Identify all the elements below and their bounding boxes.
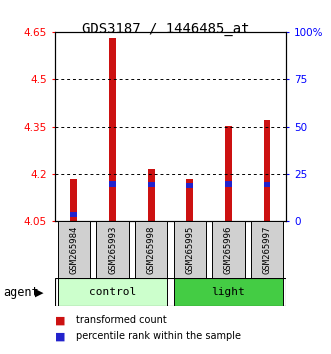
Bar [186, 183, 193, 188]
Bar [71, 212, 77, 217]
Bar [109, 38, 116, 221]
Bar [225, 181, 232, 187]
Text: GSM265984: GSM265984 [70, 225, 78, 274]
Text: GSM265996: GSM265996 [224, 225, 233, 274]
Text: ■: ■ [55, 315, 65, 325]
Bar [148, 169, 155, 221]
Text: GDS3187 / 1446485_at: GDS3187 / 1446485_at [82, 22, 249, 36]
Bar [263, 182, 270, 187]
Bar [58, 221, 90, 278]
Text: GSM265998: GSM265998 [147, 225, 156, 274]
Bar [186, 179, 193, 221]
Bar [148, 182, 155, 187]
Text: ■: ■ [55, 331, 65, 341]
Text: ▶: ▶ [35, 288, 43, 298]
Text: GSM265995: GSM265995 [185, 225, 194, 274]
Text: control: control [89, 287, 136, 297]
Bar [173, 221, 206, 278]
Bar [251, 221, 283, 278]
Bar [58, 278, 167, 306]
Bar [212, 221, 245, 278]
Bar [135, 221, 167, 278]
Bar [71, 179, 77, 221]
Bar [263, 120, 270, 221]
Text: percentile rank within the sample: percentile rank within the sample [76, 331, 241, 341]
Bar [96, 221, 129, 278]
Text: light: light [212, 287, 245, 297]
Bar [225, 126, 232, 221]
Text: GSM265993: GSM265993 [108, 225, 117, 274]
Text: transformed count: transformed count [76, 315, 167, 325]
Text: agent: agent [3, 286, 39, 299]
Bar [109, 181, 116, 187]
Text: GSM265997: GSM265997 [262, 225, 271, 274]
Bar [173, 278, 283, 306]
